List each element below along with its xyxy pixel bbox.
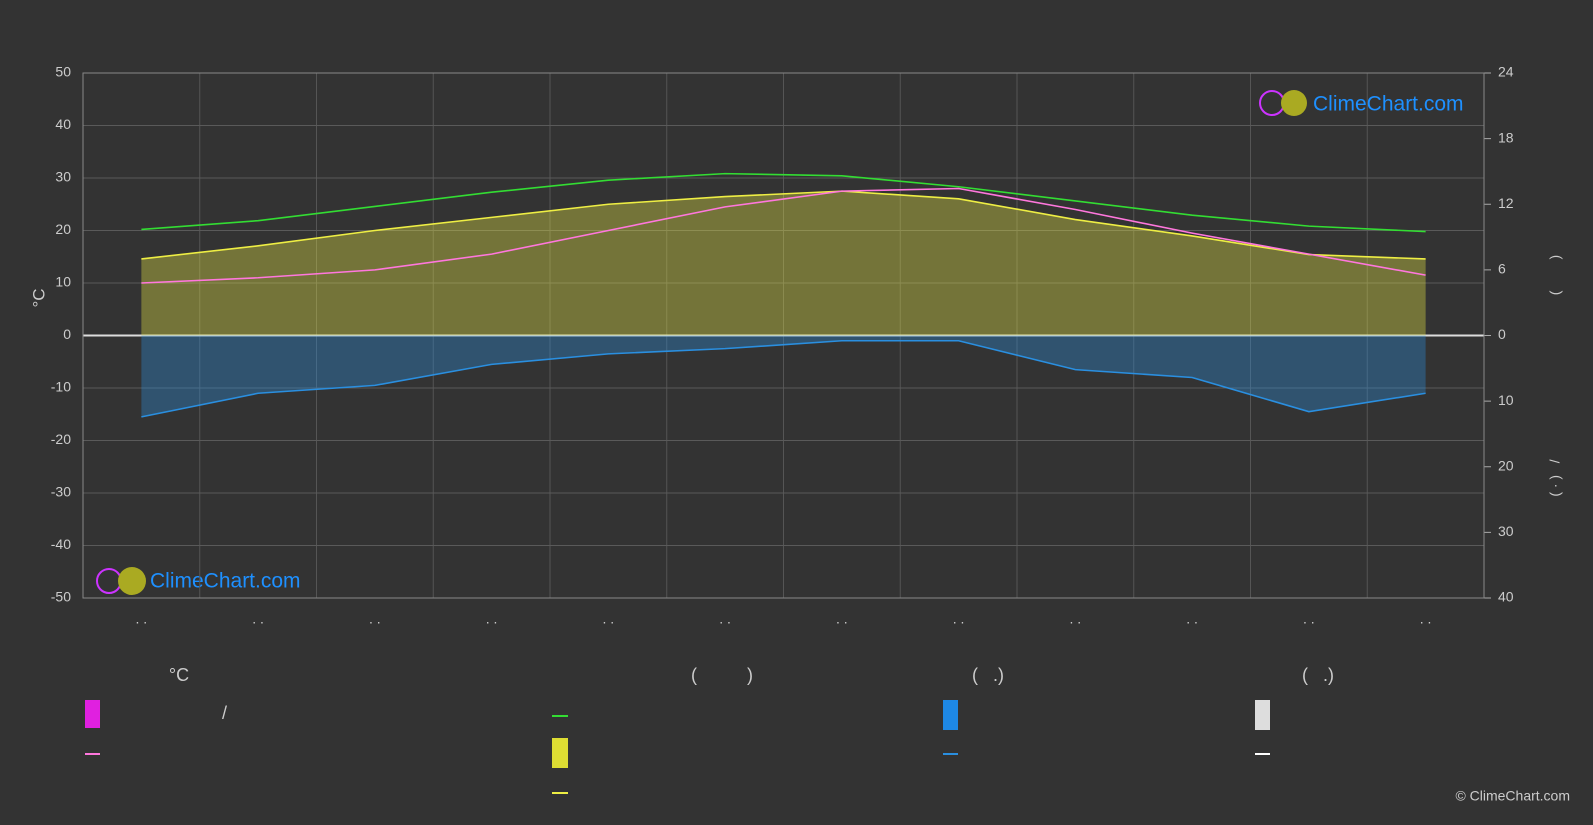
series-line <box>141 339 1426 418</box>
y-tick-label: -30 <box>51 484 71 500</box>
x-tick-label: . . <box>369 611 381 627</box>
watermark: ClimeChart.com <box>150 570 301 593</box>
y-tick-label: -50 <box>51 589 71 605</box>
y-tick-label: 40 <box>55 116 71 132</box>
x-tick-label: . . <box>603 611 615 627</box>
y2-tick-label: 18 <box>1498 129 1514 145</box>
logo <box>96 90 1307 595</box>
y2-tick-label: 12 <box>1498 195 1514 211</box>
y2-tick-label: 0 <box>1498 326 1506 342</box>
x-tick-label: . . <box>252 611 264 627</box>
x-tick-label: . . <box>1070 611 1082 627</box>
x-tick-label: . . <box>719 611 731 627</box>
y-tick-label: -20 <box>51 431 71 447</box>
y-tick-label: 50 <box>55 64 71 80</box>
x-tick-label: . . <box>836 611 848 627</box>
legend-swatches <box>85 700 1270 794</box>
y2-tick-label: 24 <box>1498 64 1514 80</box>
x-tick-label: . . <box>1420 611 1432 627</box>
y-axis-label: °C <box>29 288 48 307</box>
legend-heading: °C <box>169 665 189 685</box>
copyright: © ClimeChart.com <box>1455 788 1570 804</box>
legend-heading: ( .) <box>1302 665 1334 685</box>
y-tick-label: -10 <box>51 379 71 395</box>
legend-heading: ( ) <box>691 665 753 685</box>
y3-tick-label: 20 <box>1498 457 1514 473</box>
series-line <box>141 187 1426 284</box>
y-tick-label: 10 <box>55 274 71 290</box>
x-tick-label: . . <box>136 611 148 627</box>
legend-text: / <box>222 703 227 723</box>
y2-tick-label: 6 <box>1498 261 1506 277</box>
y-tick-label: 0 <box>63 326 71 342</box>
sunshine-area <box>141 191 1426 336</box>
x-tick-label: . . <box>953 611 965 627</box>
rain-area <box>141 335 1426 417</box>
series-line <box>141 172 1426 233</box>
y2-axis-label: ( ) <box>1547 255 1563 295</box>
watermark: ClimeChart.com <box>1313 93 1464 116</box>
plot-frame <box>82 72 1485 599</box>
x-tick-label: . . <box>1303 611 1315 627</box>
x-tick-label: . . <box>486 611 498 627</box>
y-tick-label: -40 <box>51 536 71 552</box>
y3-axis-label: ( · ) / <box>1547 459 1563 496</box>
series-line <box>141 190 1426 260</box>
y-tick-label: 20 <box>55 221 71 237</box>
y-tick-label: 30 <box>55 169 71 185</box>
legend-heading: ( .) <box>972 665 1004 685</box>
y3-tick-label: 10 <box>1498 392 1514 408</box>
y3-tick-label: 30 <box>1498 523 1514 539</box>
x-tick-label: . . <box>1186 611 1198 627</box>
y3-tick-label: 40 <box>1498 589 1514 605</box>
